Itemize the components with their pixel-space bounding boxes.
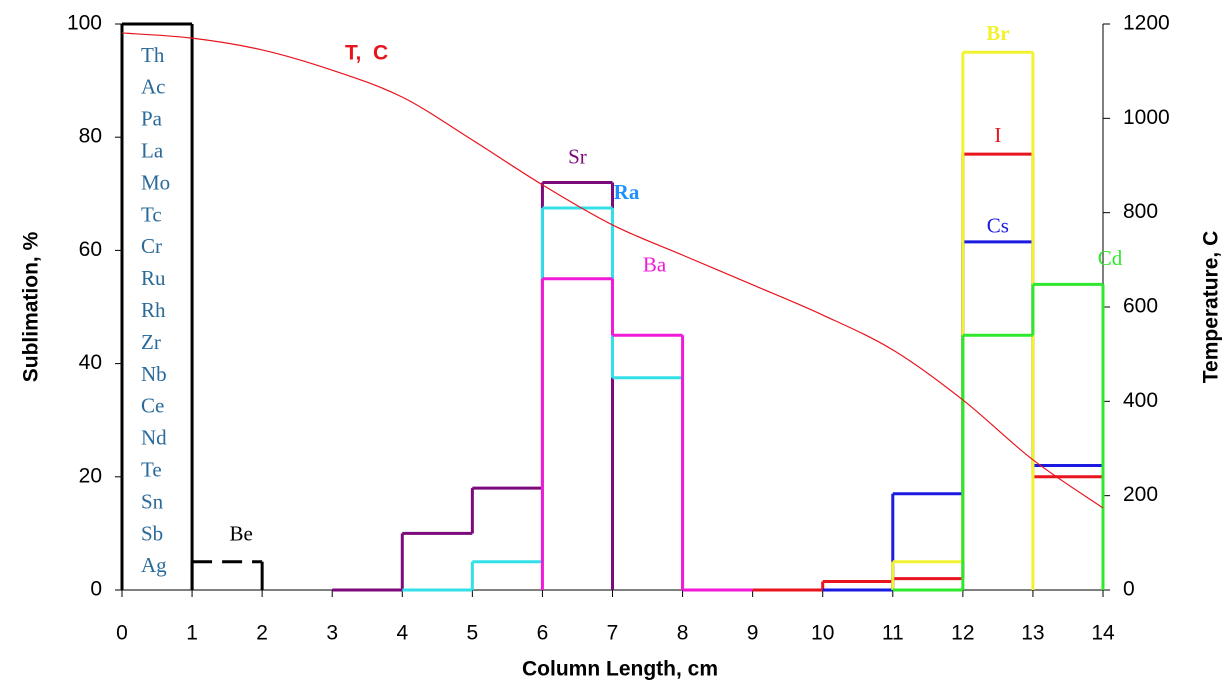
x-tick-label: 12 xyxy=(951,622,974,645)
element-label: Zr xyxy=(141,330,161,354)
x-tick-label: 8 xyxy=(677,622,689,645)
element-label: Ru xyxy=(141,266,166,290)
y2-tick-label: 800 xyxy=(1123,200,1158,223)
temperature-line xyxy=(121,32,1104,509)
element-label: Mo xyxy=(141,170,170,194)
y-axis-label: Sublimation, % xyxy=(20,231,43,382)
y2-tick-label: 400 xyxy=(1123,389,1158,412)
element-label: Ac xyxy=(141,75,166,99)
series-label: Ba xyxy=(643,253,667,277)
element-label: La xyxy=(141,139,164,163)
y2-tick-label: 600 xyxy=(1123,295,1158,318)
y-tick-label: 100 xyxy=(67,12,102,35)
x-tick-label: 4 xyxy=(396,622,408,645)
y-tick-label: 60 xyxy=(79,238,102,261)
element-label: Ag xyxy=(141,553,167,577)
series-label: I xyxy=(994,123,1001,147)
x-tick-label: 6 xyxy=(537,622,549,645)
y2-tick-label: 1200 xyxy=(1123,12,1170,35)
element-label: Rh xyxy=(141,298,166,322)
series-label: T, C xyxy=(345,42,388,65)
x-tick-label: 14 xyxy=(1091,622,1115,645)
series-label: Ra xyxy=(614,180,640,204)
element-label: Th xyxy=(141,43,165,67)
element-label: Sn xyxy=(141,489,164,513)
element-label: Te xyxy=(141,458,162,482)
series-label: Be xyxy=(229,522,252,546)
y2-tick-label: 0 xyxy=(1123,578,1135,601)
y-tick-label: 20 xyxy=(79,464,102,487)
x-tick-label: 5 xyxy=(467,622,479,645)
y-tick-label: 40 xyxy=(79,351,102,374)
y2-tick-label: 200 xyxy=(1123,483,1158,506)
x-tick-label: 0 xyxy=(116,622,128,645)
element-label: Nb xyxy=(141,362,167,386)
element-label: Pa xyxy=(141,107,163,131)
y2-axis-label: Temperature, C xyxy=(1200,231,1223,384)
element-label: Ce xyxy=(141,394,164,418)
series-label: Br xyxy=(986,21,1009,45)
x-tick-label: 3 xyxy=(326,622,338,645)
series-label: Cs xyxy=(987,214,1009,238)
y-tick-label: 80 xyxy=(79,125,102,148)
y-tick-label: 0 xyxy=(90,578,102,601)
element-label: Nd xyxy=(141,426,167,450)
element-label: Tc xyxy=(141,202,162,226)
series-label: Sr xyxy=(568,144,587,168)
element-label: Cr xyxy=(141,234,162,258)
x-axis-label: Column Length, cm xyxy=(522,658,718,681)
x-tick-label: 13 xyxy=(1021,622,1044,645)
x-tick-label: 9 xyxy=(747,622,759,645)
x-tick-label: 7 xyxy=(607,622,619,645)
x-tick-label: 10 xyxy=(811,622,834,645)
x-tick-label: 11 xyxy=(882,622,904,645)
series-label: Cd xyxy=(1098,246,1123,270)
element-label: Sb xyxy=(141,521,163,545)
y2-tick-label: 1000 xyxy=(1123,106,1170,129)
x-tick-label: 1 xyxy=(186,622,198,645)
x-tick-label: 2 xyxy=(256,622,268,645)
